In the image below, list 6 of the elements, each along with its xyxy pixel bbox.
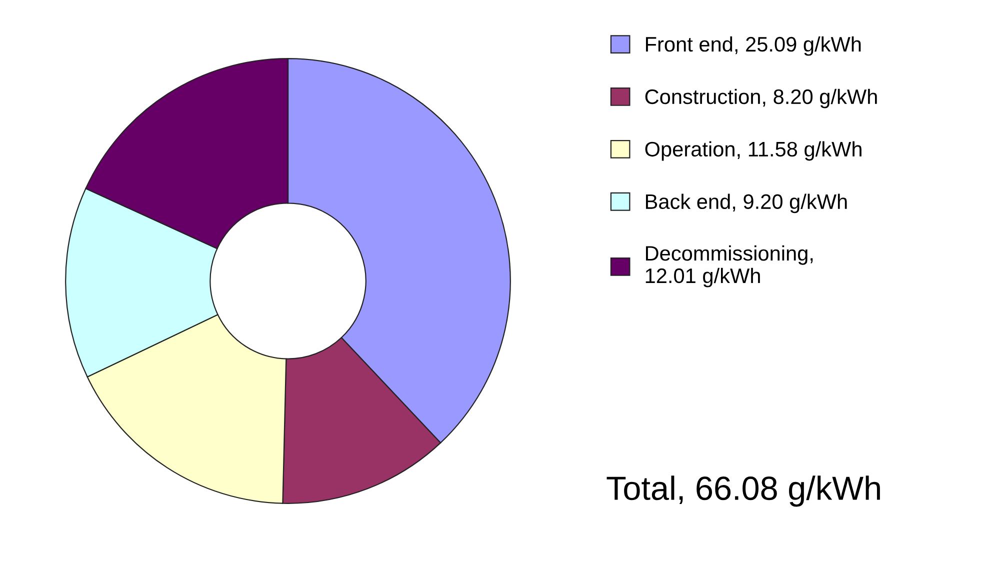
text: Total, 66.08 g/kWh	[606, 476, 880, 507]
legend-label: Decommissioning, 12.01 g/kWh	[646, 245, 813, 288]
legend-label: Back end, 9.20 g/kWh	[646, 194, 847, 214]
legend-label: Operation, 11.58 g/kWh	[645, 141, 862, 161]
legend-label: Front end, 25.09 g/kWh	[646, 36, 861, 56]
legend-label: Construction, 8.20 g/kWh	[645, 88, 877, 108]
